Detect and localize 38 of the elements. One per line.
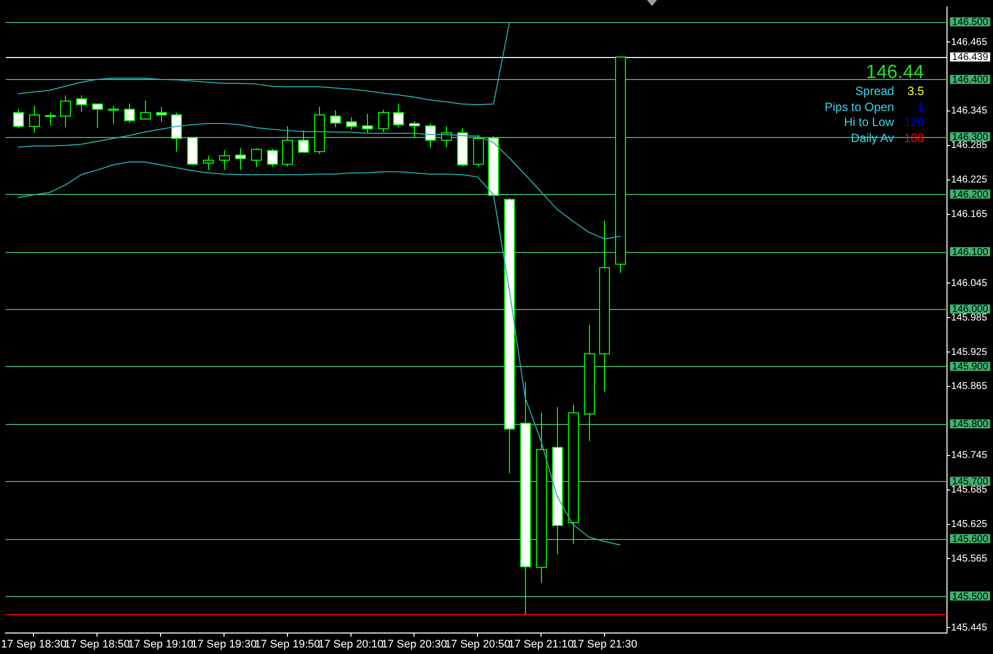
x-tick-label: 17 Sep 19:30 bbox=[191, 638, 257, 650]
ref-line-label: 145.900 bbox=[952, 362, 989, 373]
text: Hi to Low bbox=[844, 115, 894, 130]
text: 120 bbox=[902, 115, 924, 130]
y-tick-label: 146.225 bbox=[951, 174, 988, 186]
y-tick-label: 145.625 bbox=[951, 519, 988, 530]
ref-line-label: 146.400 bbox=[952, 74, 989, 86]
ref-line-label: 146.500 bbox=[952, 17, 989, 28]
y-tick-label: 145.925 bbox=[951, 346, 988, 358]
x-tick-label: 17 Sep 18:30 bbox=[0, 638, 66, 650]
ref-line-label: 145.800 bbox=[952, 419, 989, 430]
y-tick-label: 145.865 bbox=[951, 381, 988, 392]
text: Spread bbox=[855, 84, 894, 100]
text: Pips to Open bbox=[824, 100, 894, 115]
text: 1 bbox=[916, 100, 924, 115]
text: 146.44 bbox=[864, 62, 924, 84]
x-tick-label: 17 Sep 18:50 bbox=[64, 638, 130, 650]
text: 3.5 bbox=[906, 84, 924, 100]
x-tick-label: 17 Sep 20:50 bbox=[444, 638, 510, 650]
x-tick-label: 17 Sep 19:50 bbox=[254, 638, 320, 650]
y-tick-label: 146.045 bbox=[951, 278, 988, 289]
y-tick-label: 145.685 bbox=[951, 484, 988, 496]
ref-line-label: 146.439 bbox=[952, 52, 989, 64]
x-tick-label: 17 Sep 21:30 bbox=[572, 638, 638, 650]
y-tick-label: 146.345 bbox=[951, 106, 988, 117]
x-tick-label: 17 Sep 19:10 bbox=[128, 638, 194, 650]
ref-line-label: 146.200 bbox=[952, 189, 989, 200]
x-tick-label: 17 Sep 21:10 bbox=[508, 638, 574, 650]
y-tick-label: 146.165 bbox=[951, 209, 988, 220]
ref-line-label: 145.600 bbox=[952, 534, 989, 545]
y-tick-label: 146.465 bbox=[951, 36, 988, 48]
x-tick-label: 17 Sep 20:30 bbox=[381, 638, 447, 650]
x-tick-label: 17 Sep 20:10 bbox=[318, 638, 384, 650]
ref-line-label: 145.500 bbox=[952, 591, 989, 602]
y-tick-label: 145.565 bbox=[951, 553, 988, 564]
y-tick-label: 145.445 bbox=[951, 622, 988, 634]
y-tick-label: 145.745 bbox=[951, 450, 988, 462]
ref-line-label: 146.100 bbox=[952, 246, 989, 258]
